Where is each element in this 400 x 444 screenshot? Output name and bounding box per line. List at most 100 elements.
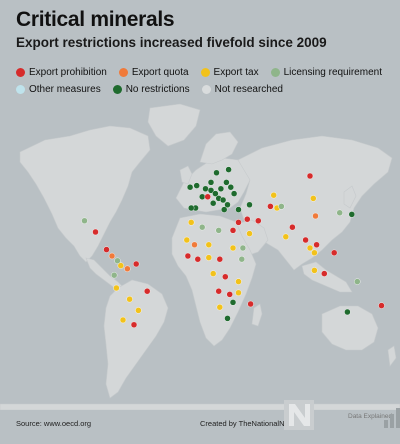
marker-prohibition <box>247 300 254 308</box>
legend-label-other: Other measures <box>29 84 101 95</box>
marker-licensing <box>198 223 206 231</box>
legend-item-none: No restrictions <box>112 83 190 96</box>
marker-tax <box>205 241 213 249</box>
marker-none <box>344 308 351 316</box>
marker-licensing <box>215 227 222 234</box>
marker-tax <box>282 233 289 241</box>
land-madagascar <box>251 303 263 327</box>
logo-text: Data Explained <box>348 413 392 420</box>
marker-none <box>224 315 231 322</box>
marker-none <box>187 204 195 212</box>
marker-quota <box>312 212 319 220</box>
marker-none <box>193 182 200 189</box>
marker-prohibition <box>143 287 151 295</box>
marker-prohibition <box>222 273 229 281</box>
marker-tax <box>235 278 242 285</box>
marker-licensing <box>81 217 88 225</box>
marker-licensing <box>114 257 121 265</box>
marker-prohibition <box>132 260 140 268</box>
marker-tax <box>187 219 195 226</box>
marker-none <box>235 206 242 213</box>
credit-text: Created by TheNationalNews.com <box>200 419 315 428</box>
marker-tax <box>229 244 237 252</box>
legend-item-tax: Export tax <box>200 66 259 79</box>
logo-bar-2 <box>390 414 394 428</box>
marker-prohibition <box>226 291 233 298</box>
marker-none <box>202 185 209 193</box>
marker-prohibition <box>244 215 251 223</box>
marker-licensing <box>354 278 361 285</box>
marker-none <box>198 193 206 201</box>
land-south-america <box>103 279 169 399</box>
legend-label-not_researched: Not researched <box>214 84 283 95</box>
marker-prohibition <box>204 193 211 201</box>
legend-item-licensing: Licensing requirement <box>270 66 382 79</box>
land-north-america <box>19 125 151 263</box>
marker-prohibition <box>92 228 99 236</box>
marker-none <box>230 190 238 197</box>
marker-licensing <box>238 255 246 263</box>
land-britain <box>179 165 193 185</box>
marker-prohibition <box>289 223 296 231</box>
marker-tax <box>126 295 133 303</box>
legend-label-none: No restrictions <box>125 84 190 95</box>
marker-none <box>225 166 232 173</box>
marker-none <box>186 183 194 191</box>
landmasses <box>0 103 400 410</box>
marker-quota <box>191 241 198 249</box>
marker-tax <box>270 191 277 199</box>
legend-item-prohibition: Export prohibition <box>16 66 107 79</box>
marker-prohibition <box>331 249 338 257</box>
marker-prohibition <box>184 252 192 260</box>
land-europe <box>175 157 251 213</box>
marker-prohibition <box>267 203 274 210</box>
marker-prohibition <box>321 270 328 277</box>
marker-prohibition <box>130 321 138 329</box>
marker-prohibition <box>302 236 309 244</box>
marker-prohibition <box>313 241 320 249</box>
page-title: Critical minerals <box>16 8 175 31</box>
marker-none <box>207 187 215 194</box>
legend-item-quota: Export quota <box>118 66 189 79</box>
logo-bar-1 <box>384 420 388 428</box>
marker-none <box>217 185 225 193</box>
marker-prohibition <box>216 255 224 263</box>
legend: Export prohibition Export quota Export tax… <box>16 66 396 96</box>
marker-none <box>207 179 215 186</box>
marker-none <box>219 196 227 204</box>
marker-none <box>223 179 230 186</box>
marker-prohibition <box>378 302 385 309</box>
legend-swatch-tax <box>200 68 210 77</box>
map-svg <box>0 100 400 410</box>
legend-swatch-quota <box>118 68 128 77</box>
world-map <box>0 100 400 410</box>
marker-prohibition <box>255 217 262 225</box>
land-greenland <box>147 103 201 147</box>
marker-tax <box>183 236 191 244</box>
marker-tax <box>113 284 120 292</box>
logo-letter-n-icon <box>289 404 310 426</box>
marker-tax <box>311 249 318 257</box>
marker-tax <box>310 195 317 202</box>
land-japan <box>343 185 357 209</box>
legend-item-other: Other measures <box>16 83 101 96</box>
marker-none <box>220 206 228 213</box>
marker-prohibition <box>235 219 242 226</box>
legend-swatch-prohibition <box>16 68 25 77</box>
marker-none <box>213 169 220 177</box>
marker-quota <box>108 252 116 260</box>
marker-none <box>212 190 219 197</box>
marker-none <box>229 299 237 306</box>
header: Critical minerals Export restrictions in… <box>16 8 390 52</box>
marker-none <box>246 201 253 209</box>
marker-prohibition <box>215 287 222 295</box>
marker-none <box>224 201 231 209</box>
legend-label-licensing: Licensing requirement <box>283 67 382 78</box>
marker-prohibition <box>306 172 314 180</box>
markers <box>81 166 385 329</box>
marker-tax <box>216 303 224 311</box>
marker-quota <box>124 265 131 273</box>
page-subtitle: Export restrictions increased fivefold s… <box>16 35 327 50</box>
land-australia <box>321 305 379 351</box>
marker-licensing <box>110 271 118 279</box>
